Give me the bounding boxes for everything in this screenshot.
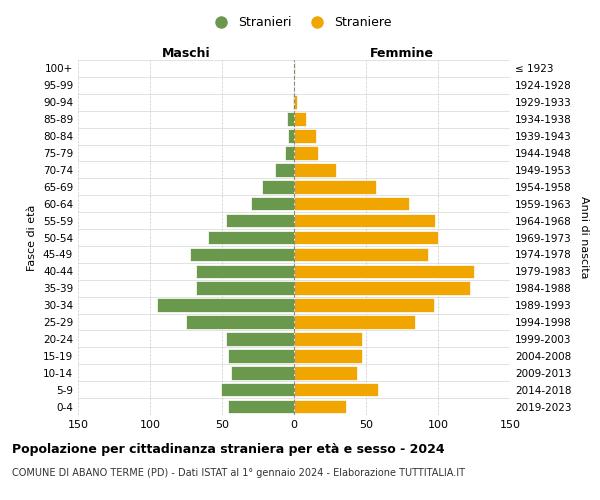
Text: Maschi: Maschi xyxy=(161,47,211,60)
Bar xyxy=(228,400,294,413)
Y-axis label: Anni di nascita: Anni di nascita xyxy=(578,196,589,279)
Bar xyxy=(294,349,362,362)
Bar xyxy=(190,248,294,261)
Bar xyxy=(262,180,294,194)
Bar xyxy=(251,197,294,210)
Text: COMUNE DI ABANO TERME (PD) - Dati ISTAT al 1° gennaio 2024 - Elaborazione TUTTIT: COMUNE DI ABANO TERME (PD) - Dati ISTAT … xyxy=(12,468,465,477)
Bar xyxy=(294,366,358,380)
Bar xyxy=(294,163,336,176)
Bar xyxy=(294,282,470,295)
Bar xyxy=(230,366,294,380)
Legend: Stranieri, Straniere: Stranieri, Straniere xyxy=(203,11,397,34)
Bar xyxy=(226,332,294,345)
Bar xyxy=(294,248,428,261)
Bar xyxy=(275,163,294,176)
Bar xyxy=(287,112,294,126)
Bar xyxy=(294,180,376,194)
Bar xyxy=(294,96,297,109)
Bar xyxy=(294,62,295,75)
Bar xyxy=(294,112,305,126)
Bar xyxy=(294,316,415,329)
Y-axis label: Fasce di età: Fasce di età xyxy=(28,204,37,270)
Bar xyxy=(294,130,316,143)
Bar xyxy=(294,146,319,160)
Bar xyxy=(294,400,346,413)
Bar xyxy=(294,197,409,210)
Bar xyxy=(221,383,294,396)
Bar xyxy=(196,282,294,295)
Bar xyxy=(226,214,294,228)
Bar xyxy=(293,96,294,109)
Bar xyxy=(288,130,294,143)
Bar xyxy=(196,264,294,278)
Bar xyxy=(294,264,474,278)
Bar xyxy=(294,332,362,345)
Bar xyxy=(228,349,294,362)
Text: Femmine: Femmine xyxy=(370,47,434,60)
Bar xyxy=(208,230,294,244)
Text: Popolazione per cittadinanza straniera per età e sesso - 2024: Popolazione per cittadinanza straniera p… xyxy=(12,442,445,456)
Bar xyxy=(186,316,294,329)
Bar xyxy=(286,146,294,160)
Bar xyxy=(294,383,377,396)
Bar xyxy=(294,298,434,312)
Bar xyxy=(294,214,435,228)
Bar xyxy=(157,298,294,312)
Bar xyxy=(294,230,438,244)
